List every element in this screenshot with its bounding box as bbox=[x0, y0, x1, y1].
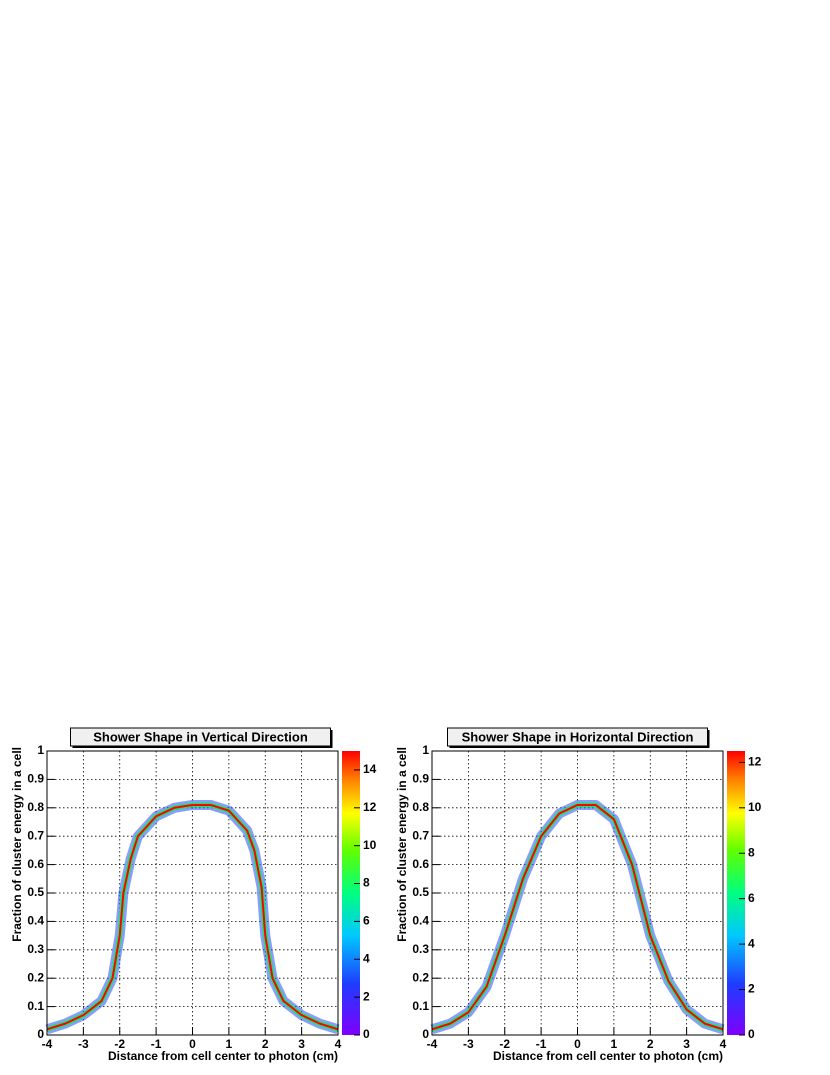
y-axis-title: Fraction of cluster energy in a cell bbox=[10, 747, 24, 942]
y-axis-title: Fraction of cluster energy in a cell bbox=[395, 747, 409, 942]
chart: -4 -3 -2 -1 0 1 2 3 400.10.20.30.40.50.60.70.80.… bbox=[395, 727, 762, 1063]
y-tick-label: 1 bbox=[422, 743, 429, 757]
y-tick-label: 0.3 bbox=[412, 942, 429, 956]
x-tick-label: 4 bbox=[335, 1037, 342, 1051]
plot-border bbox=[431, 750, 724, 1036]
z-tick-label: 8 bbox=[748, 845, 755, 859]
x-axis-title: Distance from cell center to photon (cm) bbox=[108, 1049, 338, 1063]
y-tick-label: 0.5 bbox=[412, 885, 429, 899]
y-tick-label: 0.4 bbox=[27, 914, 44, 928]
colorbar bbox=[342, 751, 360, 1035]
y-tick-label: 0.6 bbox=[27, 857, 44, 871]
z-tick-label: 4 bbox=[363, 951, 370, 965]
plot-border bbox=[46, 750, 339, 1036]
x-tick-label: 1 bbox=[226, 1037, 233, 1051]
y-tick-label: 0.6 bbox=[412, 857, 429, 871]
x-tick-label: 0 bbox=[189, 1037, 196, 1051]
y-tick-label: 0.4 bbox=[412, 914, 429, 928]
z-tick-label: 2 bbox=[363, 989, 370, 1003]
z-tick-label: 12 bbox=[748, 755, 762, 769]
chart: -4 -3 -2 -1 0 1 2 3 400.10.20.30.40.50.60.70.80.… bbox=[10, 727, 377, 1063]
z-tick-label: 10 bbox=[363, 838, 377, 852]
z-tick-label: 6 bbox=[363, 914, 370, 928]
z-tick-label: 0 bbox=[363, 1027, 370, 1041]
y-tick-label: 0.2 bbox=[412, 970, 429, 984]
x-tick-label: 3 bbox=[298, 1037, 305, 1051]
y-tick-label: 0.8 bbox=[412, 800, 429, 814]
y-tick-label: 0.7 bbox=[412, 828, 429, 842]
x-tick-label: 3 bbox=[683, 1037, 690, 1051]
x-tick-label: -1 bbox=[151, 1037, 162, 1051]
y-tick-label: 0.3 bbox=[27, 942, 44, 956]
x-tick-label: 0 bbox=[574, 1037, 581, 1051]
z-tick-label: 12 bbox=[363, 800, 377, 814]
z-tick-label: 10 bbox=[748, 800, 762, 814]
x-tick-label: -2 bbox=[499, 1037, 510, 1051]
title-box bbox=[447, 727, 708, 747]
y-tick-label: 0 bbox=[37, 1027, 44, 1041]
y-tick-label: 0 bbox=[422, 1027, 429, 1041]
z-tick-label: 2 bbox=[748, 982, 755, 996]
z-tick-label: 8 bbox=[363, 876, 370, 890]
z-tick-label: 4 bbox=[748, 936, 755, 950]
chart-title: Shower Shape in Vertical Direction bbox=[93, 729, 308, 744]
y-tick-label: 0.9 bbox=[27, 772, 44, 786]
x-tick-label: -3 bbox=[463, 1037, 474, 1051]
x-tick-label: 2 bbox=[647, 1037, 654, 1051]
fit-curve bbox=[431, 803, 724, 1031]
z-tick-label: 6 bbox=[748, 891, 755, 905]
x-tick-label: -1 bbox=[536, 1037, 547, 1051]
x-tick-label: -4 bbox=[42, 1037, 53, 1051]
x-tick-label: 2 bbox=[262, 1037, 269, 1051]
y-tick-label: 1 bbox=[37, 743, 44, 757]
z-tick-label: 14 bbox=[363, 762, 377, 776]
colorbar bbox=[727, 751, 745, 1035]
x-tick-label: -3 bbox=[78, 1037, 89, 1051]
chart-title: Shower Shape in Horizontal Direction bbox=[462, 729, 694, 744]
y-tick-label: 0.2 bbox=[27, 970, 44, 984]
x-axis-title: Distance from cell center to photon (cm) bbox=[493, 1049, 723, 1063]
y-tick-label: 0.5 bbox=[27, 885, 44, 899]
y-tick-label: 0.1 bbox=[27, 999, 44, 1013]
y-tick-label: 0.7 bbox=[27, 828, 44, 842]
y-tick-label: 0.8 bbox=[27, 800, 44, 814]
z-tick-label: 0 bbox=[748, 1027, 755, 1041]
title-box bbox=[70, 727, 331, 747]
y-tick-label: 0.9 bbox=[412, 772, 429, 786]
x-tick-label: 1 bbox=[611, 1037, 618, 1051]
x-tick-label: -4 bbox=[427, 1037, 438, 1051]
x-tick-label: 4 bbox=[720, 1037, 727, 1051]
fit-curve bbox=[46, 803, 339, 1031]
x-tick-label: -2 bbox=[114, 1037, 125, 1051]
y-tick-label: 0.1 bbox=[412, 999, 429, 1013]
